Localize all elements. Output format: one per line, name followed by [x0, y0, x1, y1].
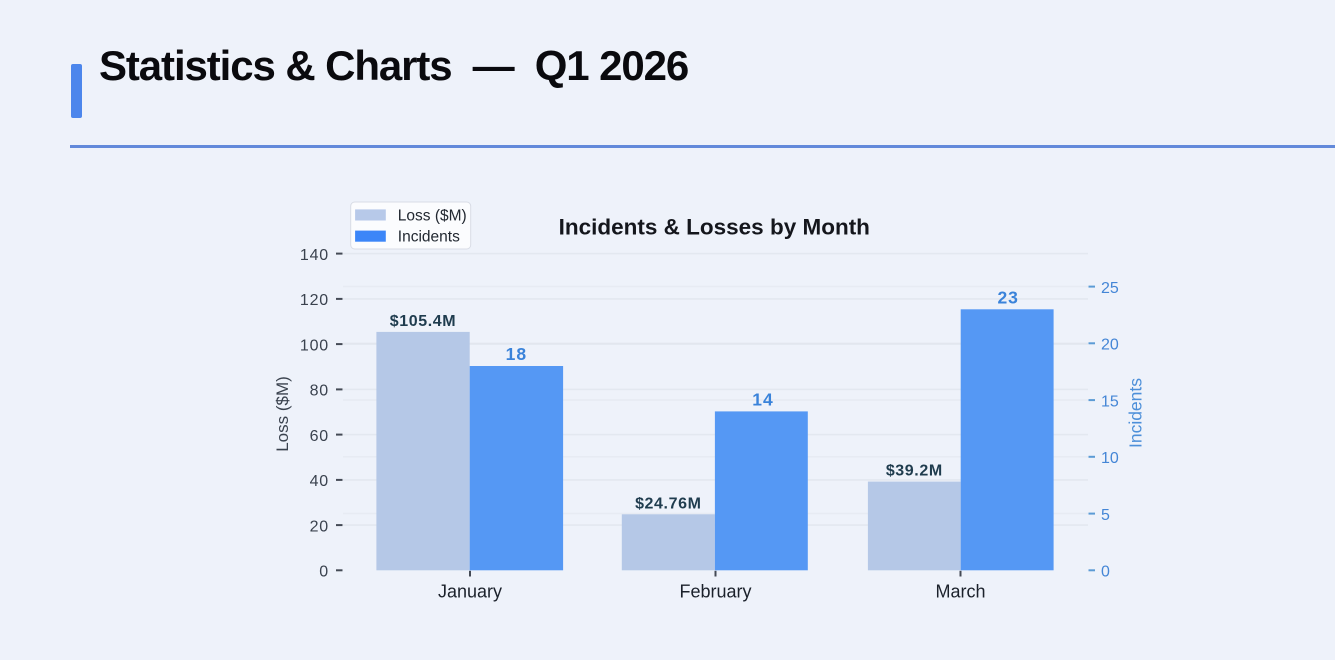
- svg-text:100: 100: [300, 337, 329, 354]
- svg-text:60: 60: [310, 428, 329, 445]
- svg-text:Loss ($M): Loss ($M): [273, 376, 292, 452]
- svg-text:14: 14: [752, 389, 773, 409]
- svg-text:Incidents: Incidents: [398, 229, 460, 246]
- svg-text:January: January: [438, 582, 502, 602]
- svg-text:18: 18: [506, 344, 527, 364]
- svg-text:15: 15: [1101, 394, 1119, 411]
- svg-text:10: 10: [1101, 450, 1119, 467]
- svg-text:Loss ($M): Loss ($M): [398, 207, 467, 224]
- svg-text:25: 25: [1101, 280, 1119, 297]
- svg-text:40: 40: [310, 473, 329, 490]
- svg-text:Incidents & Losses by Month: Incidents & Losses by Month: [559, 215, 870, 240]
- svg-text:140: 140: [300, 247, 329, 264]
- svg-text:$24.76M: $24.76M: [635, 495, 701, 512]
- svg-text:23: 23: [997, 287, 1018, 307]
- svg-text:$39.2M: $39.2M: [886, 463, 943, 480]
- svg-text:0: 0: [319, 564, 329, 581]
- svg-text:20: 20: [310, 518, 329, 535]
- svg-text:February: February: [679, 582, 751, 602]
- svg-text:0: 0: [1101, 564, 1110, 581]
- svg-text:80: 80: [310, 383, 329, 400]
- svg-text:Incidents: Incidents: [1126, 378, 1146, 448]
- svg-text:20: 20: [1101, 337, 1119, 354]
- svg-text:$105.4M: $105.4M: [390, 313, 456, 330]
- svg-text:March: March: [935, 582, 985, 602]
- svg-text:5: 5: [1101, 507, 1110, 524]
- svg-text:120: 120: [300, 292, 329, 309]
